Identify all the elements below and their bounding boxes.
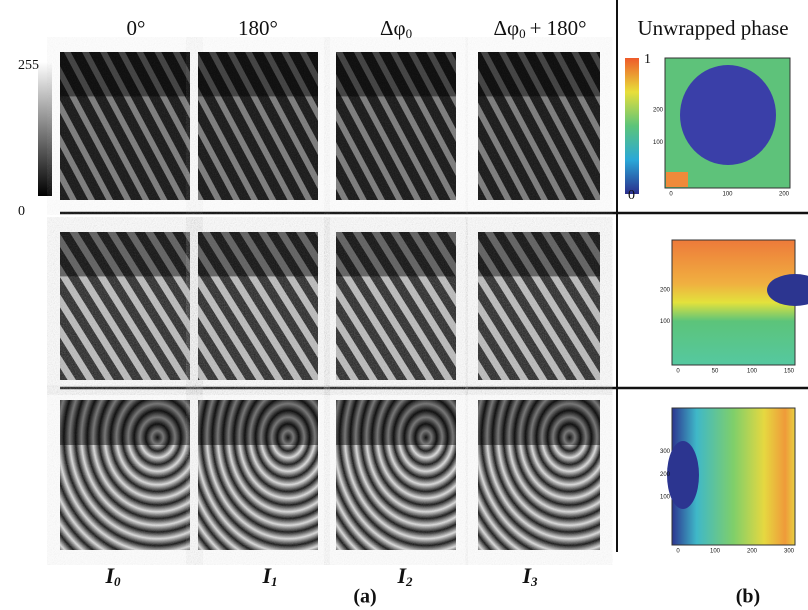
header-text: Δφ (493, 16, 519, 40)
image-shade (198, 232, 318, 277)
image-shade (478, 400, 600, 445)
image-shade (60, 232, 190, 277)
gray-bar-top: 255 (18, 58, 39, 73)
image-noise (198, 52, 318, 200)
fringe-image (336, 52, 456, 200)
image-noise (478, 400, 600, 550)
fringe-image (60, 232, 190, 380)
header-sub: 0 (519, 26, 526, 41)
image-shade (198, 52, 318, 97)
y-tick-label: 100 (660, 495, 671, 501)
fringe-image (60, 52, 190, 200)
y-tick-label: 100 (653, 140, 664, 146)
header-sub: 0 (406, 26, 413, 41)
header-text: Δφ (380, 16, 406, 40)
fringe-image (478, 232, 600, 380)
image-shade (478, 52, 600, 97)
image-noise (60, 400, 190, 550)
phase-colorbar (625, 58, 639, 194)
column-header: 180° (238, 16, 278, 40)
header-text: 180° (238, 16, 278, 40)
header-suffix: + 180° (530, 16, 587, 40)
x-tick-label: 50 (712, 369, 719, 375)
label-main: I (104, 563, 115, 588)
label-sub: 3 (530, 574, 538, 589)
gray-colorbar (38, 62, 52, 196)
y-tick-label: 200 (660, 288, 671, 294)
image-noise (198, 400, 318, 550)
image-noise (478, 232, 600, 380)
image-shade (198, 400, 318, 445)
image-noise (336, 400, 456, 550)
label-sub: 2 (405, 574, 413, 589)
fringe-image (336, 400, 456, 550)
fringe-image (198, 52, 318, 200)
x-tick-label: 0 (669, 192, 673, 198)
image-label: I3 (521, 563, 538, 589)
image-noise (478, 52, 600, 200)
x-tick-label: 200 (779, 192, 790, 198)
image-label: I2 (396, 563, 413, 589)
column-header: Δφ0 (380, 16, 412, 41)
color-bar-top: 1 (644, 52, 651, 67)
image-noise (60, 52, 190, 200)
x-tick-label: 300 (784, 549, 795, 555)
fringe-image (336, 232, 456, 380)
column-header: Δφ0 + 180° (493, 16, 586, 41)
y-tick-label: 200 (660, 472, 671, 478)
image-shade (60, 400, 190, 445)
fringe-image (60, 400, 190, 550)
y-tick-label: 300 (660, 449, 671, 455)
image-noise (198, 232, 318, 380)
image-shade (336, 52, 456, 97)
panel-label: (b) (736, 586, 760, 608)
y-tick-label: 200 (653, 108, 664, 114)
label-sub: 1 (271, 574, 278, 589)
image-label: I1 (261, 563, 277, 589)
image-noise (336, 52, 456, 200)
image-label: I0 (104, 563, 121, 589)
header-text: 0° (127, 16, 146, 40)
x-tick-label: 0 (676, 369, 680, 375)
image-noise (336, 232, 456, 380)
color-bar-bottom: 0 (628, 188, 635, 203)
column-header: 0° (127, 16, 146, 40)
x-tick-label: 100 (747, 369, 758, 375)
fringe-image (198, 232, 318, 380)
y-tick-label: 100 (660, 319, 671, 325)
x-tick-label: 100 (710, 549, 721, 555)
label-main: I (261, 563, 272, 588)
panel-label: (a) (353, 586, 376, 608)
label-main: I (521, 563, 532, 588)
fringe-image (198, 400, 318, 550)
gray-bar-bottom: 0 (18, 204, 25, 219)
image-shade (478, 232, 600, 277)
image-shade (336, 232, 456, 277)
image-shade (336, 400, 456, 445)
image-shade (60, 52, 190, 97)
phase-map (667, 407, 796, 546)
image-noise (60, 232, 190, 380)
x-tick-label: 150 (784, 369, 795, 375)
x-tick-label: 100 (722, 192, 733, 198)
x-tick-label: 200 (747, 549, 758, 555)
fringe-image (478, 400, 600, 550)
fringe-image (478, 52, 600, 200)
phase-map (671, 239, 808, 366)
label-main: I (396, 563, 407, 588)
phase-map (664, 57, 791, 189)
phase-title: Unwrapped phase (637, 16, 788, 40)
x-tick-label: 0 (676, 549, 680, 555)
label-sub: 0 (114, 574, 121, 589)
